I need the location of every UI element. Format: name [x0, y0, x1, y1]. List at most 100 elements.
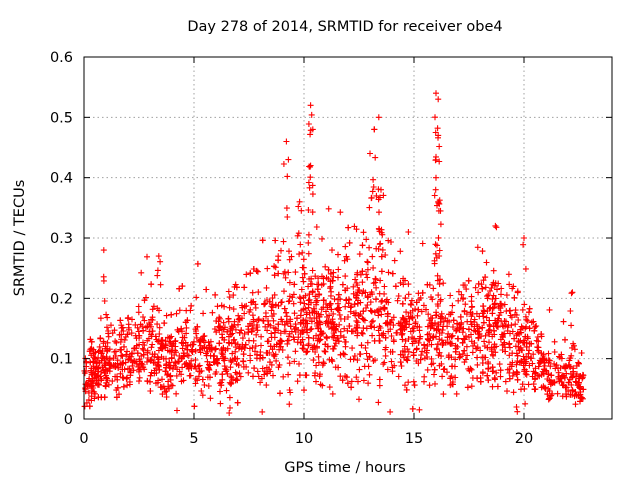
data-point	[463, 286, 470, 293]
data-point	[479, 285, 486, 292]
data-point	[425, 311, 432, 318]
data-point	[172, 337, 179, 344]
data-point	[398, 363, 405, 369]
data-point	[431, 371, 437, 378]
data-point	[309, 289, 316, 296]
data-point	[271, 353, 278, 360]
data-point	[397, 326, 404, 333]
data-point	[294, 232, 301, 239]
data-point	[357, 351, 364, 358]
data-point	[305, 207, 312, 213]
data-point	[457, 313, 464, 320]
data-point	[342, 243, 349, 250]
data-point	[250, 373, 256, 380]
data-point	[577, 385, 584, 392]
data-point	[358, 329, 365, 336]
data-point	[424, 281, 431, 288]
data-point	[280, 373, 287, 380]
data-point	[179, 364, 186, 371]
data-point	[432, 380, 438, 387]
data-point	[344, 327, 351, 334]
data-point	[577, 398, 583, 405]
data-point	[232, 355, 239, 362]
data-point	[257, 352, 264, 359]
data-point	[117, 346, 124, 353]
data-point	[253, 324, 260, 331]
data-point	[169, 347, 176, 354]
data-point	[194, 377, 201, 384]
data-point	[554, 390, 561, 397]
data-point	[289, 294, 296, 301]
data-point	[364, 266, 371, 273]
data-point	[490, 292, 497, 299]
data-point	[356, 366, 363, 373]
data-point	[375, 114, 382, 121]
data-point	[484, 293, 490, 300]
data-point	[529, 373, 536, 380]
data-point	[521, 366, 528, 373]
data-point	[339, 281, 346, 288]
data-point	[305, 179, 312, 186]
data-point	[474, 361, 481, 368]
data-point	[489, 296, 496, 303]
data-point	[301, 300, 308, 307]
data-point	[468, 338, 475, 345]
data-point	[116, 331, 123, 338]
data-point	[523, 371, 530, 378]
data-point	[410, 378, 417, 385]
data-point	[261, 301, 268, 308]
data-point	[97, 335, 104, 342]
data-point	[287, 389, 294, 396]
data-point	[437, 221, 444, 228]
data-point	[450, 324, 456, 330]
data-point	[389, 364, 396, 371]
data-point	[126, 381, 133, 388]
data-point	[377, 277, 384, 284]
data-point	[320, 275, 327, 282]
data-point	[212, 346, 219, 353]
data-point	[387, 319, 394, 325]
data-point	[142, 324, 149, 331]
data-point	[381, 359, 388, 366]
data-point	[411, 335, 417, 342]
data-point	[364, 302, 371, 308]
data-point	[452, 348, 459, 355]
data-point	[348, 378, 355, 385]
data-point	[308, 325, 315, 332]
data-point	[88, 393, 95, 400]
data-point	[384, 310, 391, 317]
data-point	[400, 275, 407, 282]
data-point	[323, 308, 329, 315]
data-point	[482, 284, 489, 291]
data-point	[92, 355, 99, 362]
data-point	[286, 279, 293, 286]
data-point	[491, 300, 498, 307]
data-point	[418, 308, 425, 315]
data-point	[547, 395, 553, 402]
data-point	[497, 305, 504, 312]
data-point	[424, 331, 431, 338]
data-point	[300, 294, 307, 301]
data-point	[136, 341, 143, 348]
data-point	[541, 356, 548, 363]
data-point	[470, 342, 476, 349]
data-point	[225, 315, 232, 322]
data-point	[371, 324, 378, 331]
data-point	[92, 368, 99, 375]
data-point	[118, 325, 125, 331]
data-point	[163, 312, 170, 319]
data-point	[139, 323, 146, 330]
data-point	[480, 319, 487, 326]
y-tick-label: 0.2	[50, 291, 73, 307]
data-point	[228, 340, 235, 347]
data-point	[483, 314, 490, 321]
data-point	[337, 209, 344, 216]
data-point	[353, 374, 360, 381]
data-point	[102, 360, 109, 367]
data-point	[385, 328, 392, 335]
data-point	[385, 269, 392, 276]
data-point	[531, 386, 538, 393]
data-point	[109, 378, 116, 385]
data-point	[346, 323, 353, 329]
data-point	[308, 299, 314, 306]
